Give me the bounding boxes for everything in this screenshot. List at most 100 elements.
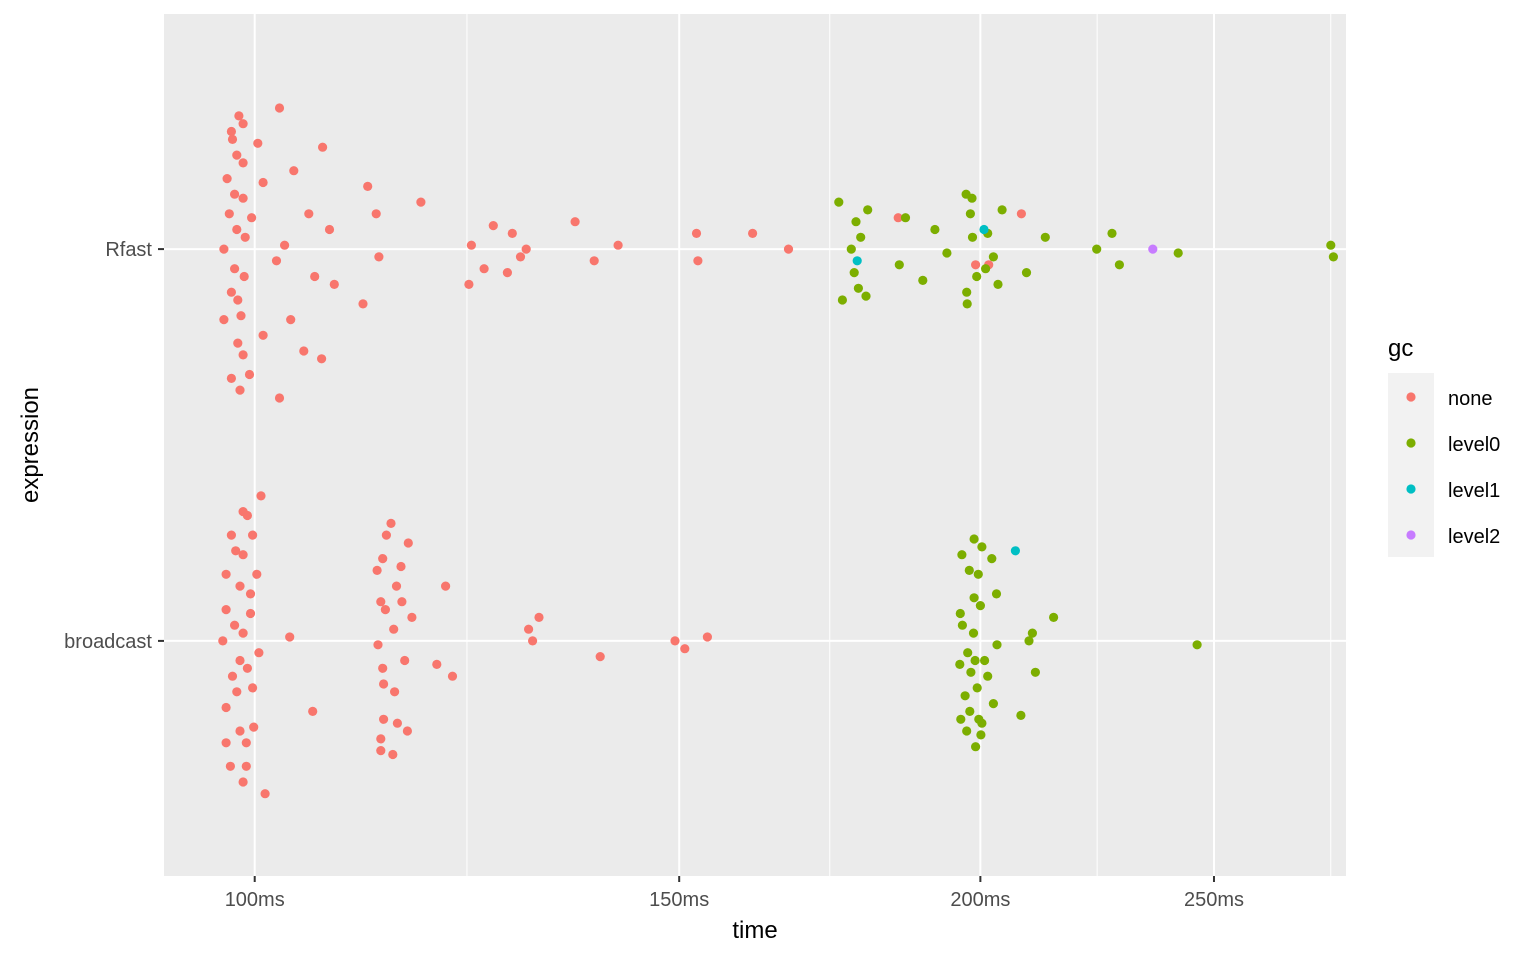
data-point xyxy=(376,746,386,756)
x-tick-label: 250ms xyxy=(1184,889,1244,911)
data-point xyxy=(963,648,973,658)
data-point xyxy=(1107,228,1117,238)
legend-label-level2: level2 xyxy=(1448,526,1500,548)
data-point xyxy=(955,659,965,670)
minor-gridlines xyxy=(466,14,1332,876)
data-point xyxy=(973,569,983,579)
data-point xyxy=(1192,640,1202,650)
data-point xyxy=(900,213,911,223)
data-point xyxy=(962,299,972,309)
data-point xyxy=(324,224,335,235)
data-point xyxy=(227,134,238,144)
y-tick-label: Rfast xyxy=(105,239,152,261)
data-point xyxy=(396,561,406,572)
data-point xyxy=(329,279,339,289)
data-point xyxy=(930,224,940,235)
y-tick-label: broadcast xyxy=(64,631,152,653)
data-point xyxy=(242,663,252,673)
data-point xyxy=(1010,546,1021,556)
data-points xyxy=(218,103,1338,799)
data-point xyxy=(693,256,703,266)
data-point xyxy=(238,193,248,203)
data-point xyxy=(234,111,244,121)
data-point xyxy=(253,138,263,148)
data-point xyxy=(691,228,702,238)
data-point xyxy=(226,126,236,137)
data-point xyxy=(238,628,248,638)
data-point xyxy=(379,714,389,724)
data-point xyxy=(528,636,538,646)
data-point xyxy=(240,232,250,242)
data-point xyxy=(962,726,972,736)
data-point xyxy=(1027,628,1037,638)
data-point xyxy=(837,295,848,305)
data-point xyxy=(363,181,373,191)
data-point xyxy=(238,350,248,360)
data-point xyxy=(957,620,968,630)
data-point xyxy=(1016,209,1026,219)
x-tick-label: 150ms xyxy=(649,889,709,911)
data-point xyxy=(402,726,412,736)
data-point xyxy=(997,205,1007,215)
data-point xyxy=(971,742,981,752)
data-point xyxy=(983,671,993,681)
data-point xyxy=(942,248,952,258)
data-point xyxy=(962,287,972,297)
data-point xyxy=(226,373,236,383)
data-point xyxy=(1326,240,1336,250)
data-point xyxy=(225,761,235,771)
data-point xyxy=(233,295,243,305)
data-point xyxy=(232,150,242,160)
data-point xyxy=(376,734,386,744)
data-point xyxy=(670,636,680,646)
data-point xyxy=(224,209,234,219)
data-point xyxy=(967,232,978,242)
data-point xyxy=(964,565,974,576)
data-point xyxy=(589,256,599,266)
data-point xyxy=(289,166,299,176)
data-point xyxy=(680,644,690,654)
data-point xyxy=(248,530,258,540)
data-point xyxy=(595,652,605,662)
data-point xyxy=(966,667,976,677)
data-point xyxy=(524,624,534,634)
data-point xyxy=(386,518,396,529)
data-point xyxy=(975,601,986,611)
data-point xyxy=(441,581,451,591)
data-point xyxy=(235,581,245,591)
data-point xyxy=(834,197,844,207)
data-point xyxy=(254,648,264,658)
data-point xyxy=(1328,252,1338,262)
data-point xyxy=(226,287,236,297)
data-point xyxy=(221,702,231,713)
data-point xyxy=(969,534,979,544)
data-point xyxy=(988,699,999,709)
data-point xyxy=(980,655,990,666)
data-point xyxy=(218,636,228,646)
data-point xyxy=(256,491,266,501)
data-point xyxy=(400,655,410,666)
data-point xyxy=(991,589,1002,599)
data-point xyxy=(534,612,544,623)
data-point xyxy=(371,209,381,219)
data-point xyxy=(388,749,398,760)
data-point xyxy=(389,624,399,634)
data-point xyxy=(227,671,238,681)
x-tick-label: 100ms xyxy=(225,889,285,911)
data-point xyxy=(230,620,240,630)
data-point xyxy=(956,714,966,724)
data-point xyxy=(238,777,248,787)
plot-panel xyxy=(164,14,1346,876)
data-point xyxy=(972,683,982,693)
data-point xyxy=(310,271,320,282)
data-point xyxy=(252,569,262,579)
legend-key-none xyxy=(1406,392,1416,402)
data-point xyxy=(244,369,255,380)
data-point xyxy=(390,687,400,697)
data-point xyxy=(376,597,386,607)
data-point xyxy=(977,542,987,552)
data-point xyxy=(955,608,965,619)
data-point xyxy=(863,205,873,215)
data-point xyxy=(247,213,257,223)
data-point xyxy=(488,221,498,231)
